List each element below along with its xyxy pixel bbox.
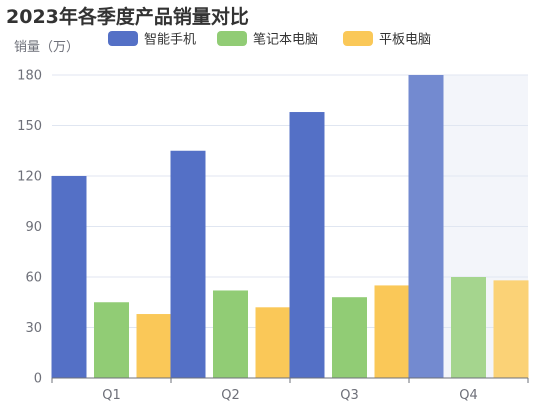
bar-q4-series-1[interactable] — [408, 75, 444, 378]
legend-label[interactable]: 笔记本电脑 — [253, 32, 318, 48]
bar-q3-series-2[interactable] — [332, 297, 367, 378]
y-tick-label: 180 — [17, 69, 42, 84]
bars — [51, 75, 529, 379]
x-tick-label: Q4 — [459, 388, 478, 403]
bar-q1-series-1[interactable] — [51, 176, 87, 378]
bar-q3-series-3[interactable] — [374, 285, 410, 378]
y-tick-label: 90 — [25, 220, 42, 235]
legend: 智能手机 笔记本电脑 平板电脑 — [108, 31, 431, 48]
legend-swatch[interactable] — [343, 31, 373, 46]
bar-q4-series-3[interactable] — [493, 280, 529, 378]
axes: 0 30 60 90 120 150 180 Q1 Q2 Q3 Q4 — [17, 69, 529, 403]
legend-swatch[interactable] — [108, 31, 138, 46]
bar-q1-series-3[interactable] — [136, 314, 172, 378]
y-tick-label: 120 — [17, 170, 42, 185]
y-tick-label: 60 — [25, 271, 42, 286]
y-axis-title: 销量（万） — [14, 40, 79, 55]
legend-label[interactable]: 平板电脑 — [379, 33, 431, 48]
legend-swatch[interactable] — [217, 31, 247, 46]
y-tick-label: 30 — [25, 321, 42, 336]
x-tick-label: Q1 — [102, 388, 121, 403]
bar-q2-series-2[interactable] — [213, 290, 248, 378]
bar-q2-series-1[interactable] — [170, 150, 206, 378]
x-tick-label: Q3 — [340, 388, 359, 403]
x-tick-label: Q2 — [221, 388, 240, 403]
chart-title: 2023年各季度产品销量对比 — [6, 6, 249, 28]
legend-label[interactable]: 智能手机 — [144, 33, 196, 48]
bar-q2-series-3[interactable] — [255, 307, 291, 378]
bar-q3-series-1[interactable] — [289, 112, 325, 379]
bar-q4-series-2[interactable] — [451, 277, 486, 378]
y-tick-label: 150 — [17, 119, 42, 134]
bar-q1-series-2[interactable] — [94, 302, 129, 378]
y-tick-label: 0 — [34, 372, 42, 387]
